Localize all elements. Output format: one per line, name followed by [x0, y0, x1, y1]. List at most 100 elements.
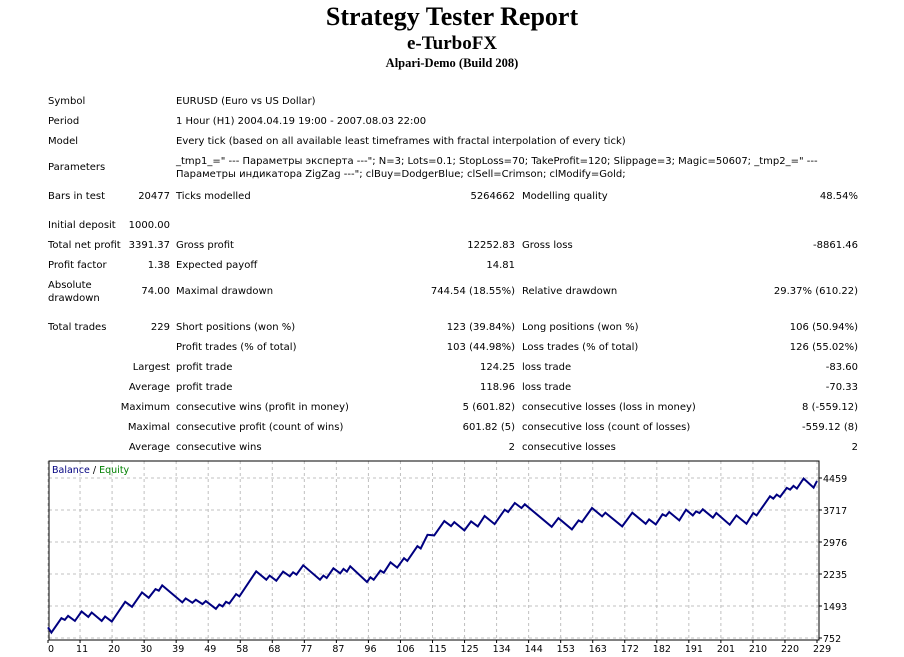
label: Ticks modelled — [176, 191, 251, 202]
x-tick-label: 163 — [589, 644, 607, 655]
value: 1.38 — [147, 260, 170, 271]
x-tick-label: 153 — [557, 644, 575, 655]
label: Average — [128, 442, 170, 453]
row-drawdown: Absolute drawdown 74.00 Maximal drawdown 74… — [0, 279, 904, 305]
label: Relative drawdown — [522, 286, 618, 297]
label: Gross profit — [176, 240, 234, 251]
value: 126 (55.02%) — [789, 342, 858, 353]
value: 2 — [508, 442, 515, 453]
value: 118.96 — [480, 382, 515, 393]
label: Profit factor — [48, 260, 107, 271]
x-tick-label: 191 — [685, 644, 703, 655]
value: -559.12 (8) — [802, 422, 858, 433]
y-tick-label: 4459 — [823, 474, 847, 485]
value: 601.82 (5) — [462, 422, 515, 433]
label: consecutive wins — [176, 442, 262, 453]
row-maximum: Maximum consecutive wins (profit in money… — [0, 401, 904, 421]
value: 229 — [150, 322, 170, 333]
value: _tmp1_=" --- Параметры эксперта ---"; N=… — [176, 156, 818, 180]
label: Largest — [132, 362, 170, 373]
label: Gross loss — [522, 240, 573, 251]
value: 106 (50.94%) — [789, 322, 858, 333]
value: -70.33 — [825, 382, 858, 393]
label: profit trade — [176, 382, 233, 393]
x-tick-label: 49 — [204, 644, 216, 655]
value: 123 (39.84%) — [446, 322, 515, 333]
label: consecutive profit (count of wins) — [176, 422, 344, 433]
label: consecutive wins (profit in money) — [176, 402, 349, 413]
value: 12252.83 — [467, 240, 515, 251]
value: 74.00 — [141, 286, 170, 297]
x-tick-label: 115 — [429, 644, 447, 655]
x-tick-label: 58 — [236, 644, 248, 655]
row-largest: Largest profit trade 124.25 loss trade -83.6… — [0, 361, 904, 381]
value: EURUSD (Euro vs US Dollar) — [176, 96, 316, 107]
row-profit-trades: Profit trades (% of total) 103 (44.98%) Lo… — [0, 341, 904, 361]
label: Short positions (won %) — [176, 322, 296, 333]
label: Long positions (won %) — [522, 322, 639, 333]
label: Initial deposit — [48, 220, 116, 231]
value: 5 (601.82) — [462, 402, 515, 413]
chart-frame — [48, 460, 820, 641]
label: Maximal drawdown — [176, 286, 274, 297]
legend-separator: / — [90, 465, 99, 476]
row-consecutive-average: Average consecutive wins 2 consecutive loss… — [0, 441, 904, 461]
y-tick-label: 752 — [823, 634, 841, 645]
label: Average — [128, 382, 170, 393]
label: consecutive loss (count of losses) — [522, 422, 691, 433]
row-average: Average profit trade 118.96 loss trade -70.3… — [0, 381, 904, 401]
x-tick-label: 20 — [108, 644, 120, 655]
x-tick-label: 68 — [268, 644, 280, 655]
label: Loss trades (% of total) — [522, 342, 639, 353]
value: 3391.37 — [128, 240, 170, 251]
value: 29.37% (610.22) — [773, 286, 858, 297]
x-tick-label: 77 — [300, 644, 312, 655]
grid — [47, 461, 819, 640]
value: 1000.00 — [128, 220, 170, 231]
value: 48.54% — [819, 191, 858, 202]
value: Every tick (based on all available least… — [176, 136, 626, 147]
value: 5264662 — [470, 191, 515, 202]
label: Profit trades (% of total) — [176, 342, 297, 353]
y-tick-label: 1493 — [823, 602, 847, 613]
label: Maximum — [120, 402, 170, 413]
label: consecutive losses — [522, 442, 616, 453]
label: Expected payoff — [176, 260, 258, 271]
label: loss trade — [522, 362, 572, 373]
balance-line — [47, 476, 818, 635]
row-parameters: Parameters _tmp1_=" --- Параметры эксперт… — [0, 155, 904, 183]
value: 103 (44.98%) — [446, 342, 515, 353]
legend-equity: Equity — [99, 465, 129, 476]
value: 8 (-559.12) — [802, 402, 858, 413]
expert-name: e-TurboFX — [406, 33, 498, 54]
x-tick-label: 96 — [364, 644, 376, 655]
x-tick-label: 210 — [749, 644, 767, 655]
x-tick-label: 125 — [461, 644, 479, 655]
label: Parameters — [48, 162, 106, 173]
row-profit-factor: Profit factor 1.38 Expected payoff 14.81 — [0, 259, 904, 279]
value: 2 — [851, 442, 858, 453]
x-tick-label: 30 — [140, 644, 152, 655]
x-tick-label: 229 — [813, 644, 831, 655]
label: consecutive losses (loss in money) — [522, 402, 696, 413]
y-tick-label: 2235 — [823, 570, 847, 581]
label: Total net profit — [48, 240, 121, 251]
row-deposit: Initial deposit 1000.00 — [0, 219, 904, 239]
chart-legend: Balance / Equity — [52, 465, 130, 476]
x-tick-label: 220 — [781, 644, 799, 655]
y-tick-label: 2976 — [823, 538, 847, 549]
x-tick-label: 134 — [493, 644, 511, 655]
row-net-profit: Total net profit 3391.37 Gross profit 12252… — [0, 239, 904, 259]
legend-balance: Balance — [52, 465, 90, 476]
x-tick-label: 144 — [525, 644, 543, 655]
row-maximal: Maximal consecutive profit (count of wins… — [0, 421, 904, 441]
label: Absolute drawdown — [48, 280, 100, 304]
label: profit trade — [176, 362, 233, 373]
x-tick-label: 201 — [717, 644, 735, 655]
label: Model — [48, 136, 79, 147]
report-title: Strategy Tester Report — [325, 2, 579, 31]
value: -83.60 — [825, 362, 858, 373]
row-period: Period 1 Hour (H1) 2004.04.19 19:00 - 200… — [0, 115, 904, 135]
value: -8861.46 — [813, 240, 858, 251]
